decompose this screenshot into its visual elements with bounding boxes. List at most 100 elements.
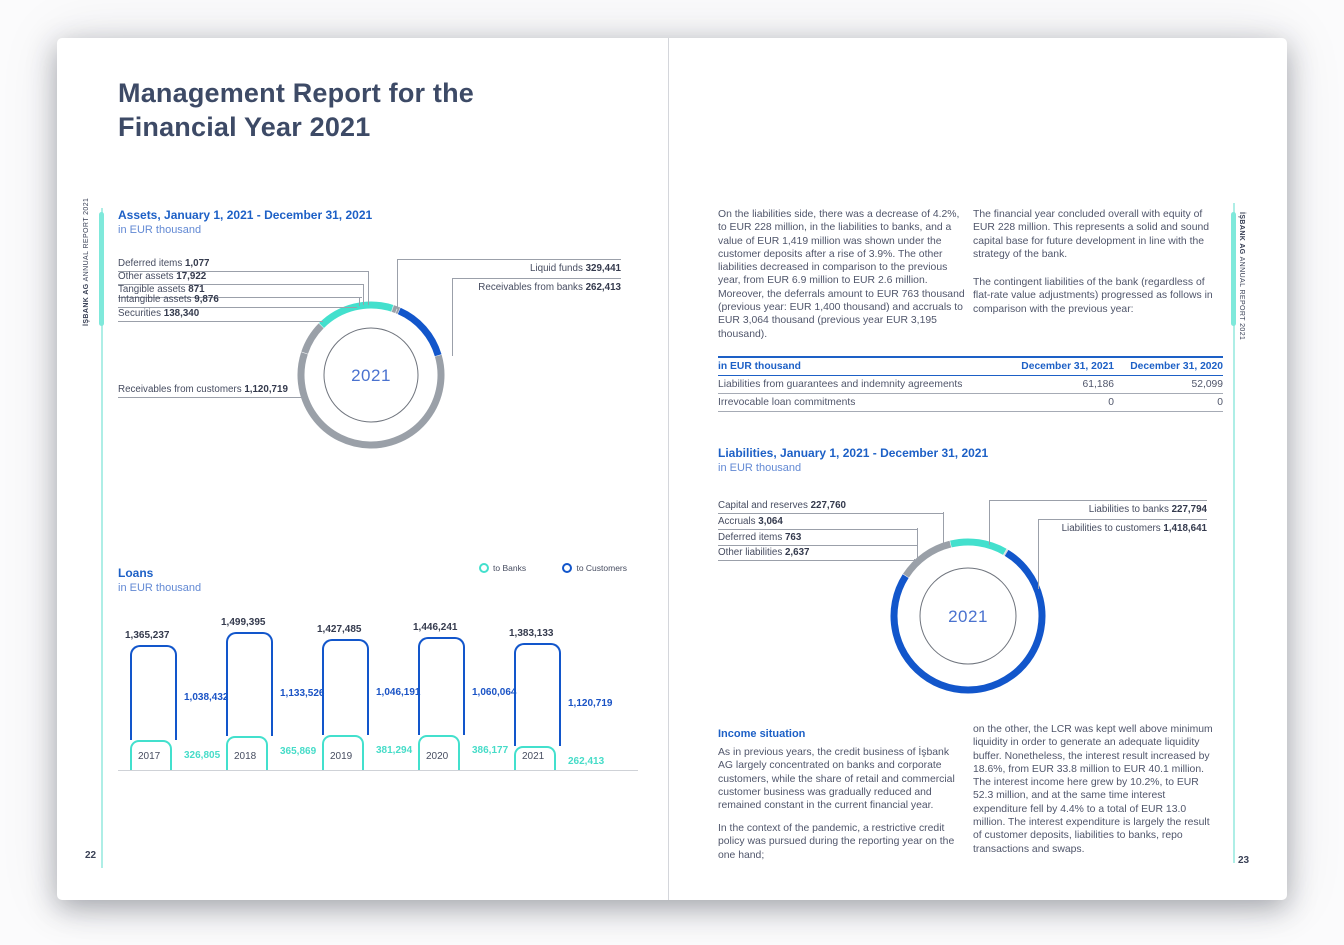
loans-chart-title: Loans [118, 566, 154, 580]
loans-year-label-2020: 2020 [426, 751, 449, 762]
income-situation-heading: Income situation [718, 728, 806, 740]
report-spread: İŞBANK AG ANNUAL REPORT 2021 22 Manageme… [57, 38, 1287, 900]
donut-segment-receivables-from-banks [397, 307, 442, 357]
table-header: December 31, 2021 [1005, 356, 1115, 376]
callout-connector [397, 259, 398, 309]
sidebar-brand-left: İŞBANK AG ANNUAL REPORT 2021 [83, 198, 90, 326]
loans-bar-banks-2021 [514, 745, 556, 770]
brand-name: İŞBANK AG [1238, 212, 1245, 255]
teal-ring-icon [479, 563, 489, 573]
assets-section-heading: Assets, January 1, 2021 - December 31, 2… [118, 208, 372, 238]
legend-item-customers: to Customers [562, 563, 627, 573]
loans-bar-customers-2017 [130, 644, 177, 740]
loans-total-label-2017: 1,365,237 [125, 629, 170, 641]
loans-bar-customers-2018 [226, 632, 273, 737]
callout-connector [368, 271, 369, 305]
page-number-left: 22 [85, 850, 97, 861]
table-cell: Liabilities from guarantees and indemnit… [718, 375, 1006, 394]
right-accent-tab [1231, 212, 1236, 326]
sidebar-brand-right: İŞBANK AG ANNUAL REPORT 2021 [1238, 212, 1245, 340]
loans-year-label-2019: 2019 [330, 751, 353, 762]
liabilities-callout-liabilities-to-banks: Liabilities to banks 227,794 [989, 500, 1207, 515]
assets-callout-other-assets: Other assets 17,922 [118, 271, 363, 285]
donut-segment-liabilities-to-customers [890, 549, 1046, 694]
liabilities-callout-accruals: Accruals 3,064 [718, 516, 917, 530]
table-row: Liabilities from guarantees and indemnit… [718, 375, 1223, 394]
loans-banks-label-2019: 381,294 [376, 745, 413, 757]
table-cell: Irrevocable loan commitments [718, 393, 1006, 412]
loans-banks-label-2018: 365,869 [280, 746, 317, 758]
assets-chart-subtitle: in EUR thousand [118, 224, 202, 236]
table-cell: 0 [1005, 393, 1115, 412]
loans-customers-label-2020: 1,060,064 [472, 686, 517, 698]
page-fold-divider [668, 38, 669, 900]
body-paragraph: As in previous years, the credit busines… [718, 747, 955, 812]
table-row: Irrevocable loan commitments 0 0 [718, 393, 1223, 412]
callout-connector [989, 500, 990, 545]
table-header: in EUR thousand [718, 356, 1006, 376]
loans-bar-banks-2019 [322, 735, 364, 770]
loans-year-label-2018: 2018 [234, 751, 257, 762]
right-accent-line [1233, 203, 1235, 863]
loans-bar-customers-2021 [514, 643, 561, 746]
assets-callout-intangible-assets: Intangible assets 9,876 [118, 294, 357, 308]
callout-connector [363, 284, 364, 305]
liabilities-chart-title: Liabilities, January 1, 2021 - December … [718, 446, 989, 460]
body-paragraph: The financial year concluded overall wit… [973, 209, 1210, 260]
loans-section-heading: Loans in EUR thousand [118, 566, 201, 596]
body-paragraph: on the other, the LCR was kept well abov… [973, 724, 1213, 855]
donut-segment-intangible-assets [395, 306, 401, 314]
donut-segment-securities [301, 323, 324, 355]
table-header: December 31, 2020 [1114, 356, 1223, 376]
loans-customers-label-2017: 1,038,432 [184, 692, 229, 704]
loans-year-label-2021: 2021 [522, 751, 545, 762]
body-paragraph: On the liabilities side, there was a dec… [718, 209, 965, 340]
loans-bar-customers-2019 [322, 639, 369, 735]
loans-total-label-2020: 1,446,241 [413, 622, 458, 634]
assets-chart-title: Assets, January 1, 2021 - December 31, 2… [118, 208, 373, 222]
liabilities-callout-deferred-items: Deferred items 763 [718, 532, 917, 546]
legend-item-banks: to Banks [479, 563, 526, 573]
liabilities-donut-chart [890, 538, 1046, 694]
liabilities-callout-capital-and-reserves: Capital and reserves 227,760 [718, 500, 943, 514]
assets-callout-securities: Securities 138,340 [118, 308, 323, 322]
liabilities-chart-subtitle: in EUR thousand [718, 462, 802, 474]
table-cell: 52,099 [1114, 375, 1223, 394]
assets-callout-tangible-assets: Tangible assets 871 [118, 284, 362, 298]
donut-segment-liquid-funds [319, 301, 394, 329]
left-accent-line [101, 208, 103, 868]
loans-total-label-2019: 1,427,485 [317, 624, 362, 636]
callout-connector [917, 544, 918, 562]
loans-customers-label-2021: 1,120,719 [568, 697, 613, 709]
page-title: Management Report for the Financial Year… [118, 78, 475, 142]
loans-banks-label-2021: 262,413 [568, 755, 605, 767]
loans-total-label-2018: 1,499,395 [221, 617, 266, 629]
left-accent-tab [99, 212, 104, 326]
liabilities-callout-other-liabilities: Other liabilities 2,637 [718, 547, 914, 561]
loans-customers-label-2018: 1,133,526 [280, 688, 325, 700]
donut-segment-receivables-from-customers [297, 352, 445, 449]
loans-bar-chart: 1,365,237 1,038,432 326,805 2017 1,499,395 1,… [118, 617, 643, 782]
table-cell: 61,186 [1005, 375, 1115, 394]
brand-name: İŞBANK AG [83, 283, 90, 326]
assets-callout-receivables-from-banks: Receivables from banks 262,413 [452, 278, 621, 293]
body-paragraph: In the context of the pandemic, a restri… [718, 823, 955, 861]
table-cell: 0 [1114, 393, 1223, 412]
legend-banks-label: to Banks [493, 563, 527, 573]
blue-ring-icon [562, 563, 573, 573]
loans-banks-label-2020: 386,177 [472, 744, 509, 756]
callout-connector [359, 297, 360, 306]
assets-callout-receivables-from-customers: Receivables from customers 1,120,719 [118, 384, 303, 398]
loans-bar-banks-2018 [226, 736, 268, 770]
loans-chart-subtitle: in EUR thousand [118, 582, 202, 594]
callout-connector [943, 512, 944, 546]
liabilities-callout-liabilities-to-customers: Liabilities to customers 1,418,641 [1038, 519, 1207, 534]
donut-inner-ring [919, 567, 1017, 665]
callout-connector [1038, 519, 1039, 589]
chart-baseline [118, 770, 638, 771]
loans-bar-customers-2020 [418, 637, 465, 735]
callout-connector [452, 278, 453, 356]
liabilities-donut-center-label: 2021 [948, 607, 988, 626]
loans-banks-label-2017: 326,805 [184, 750, 221, 762]
brand-suffix: ANNUAL REPORT 2021 [1238, 254, 1245, 341]
